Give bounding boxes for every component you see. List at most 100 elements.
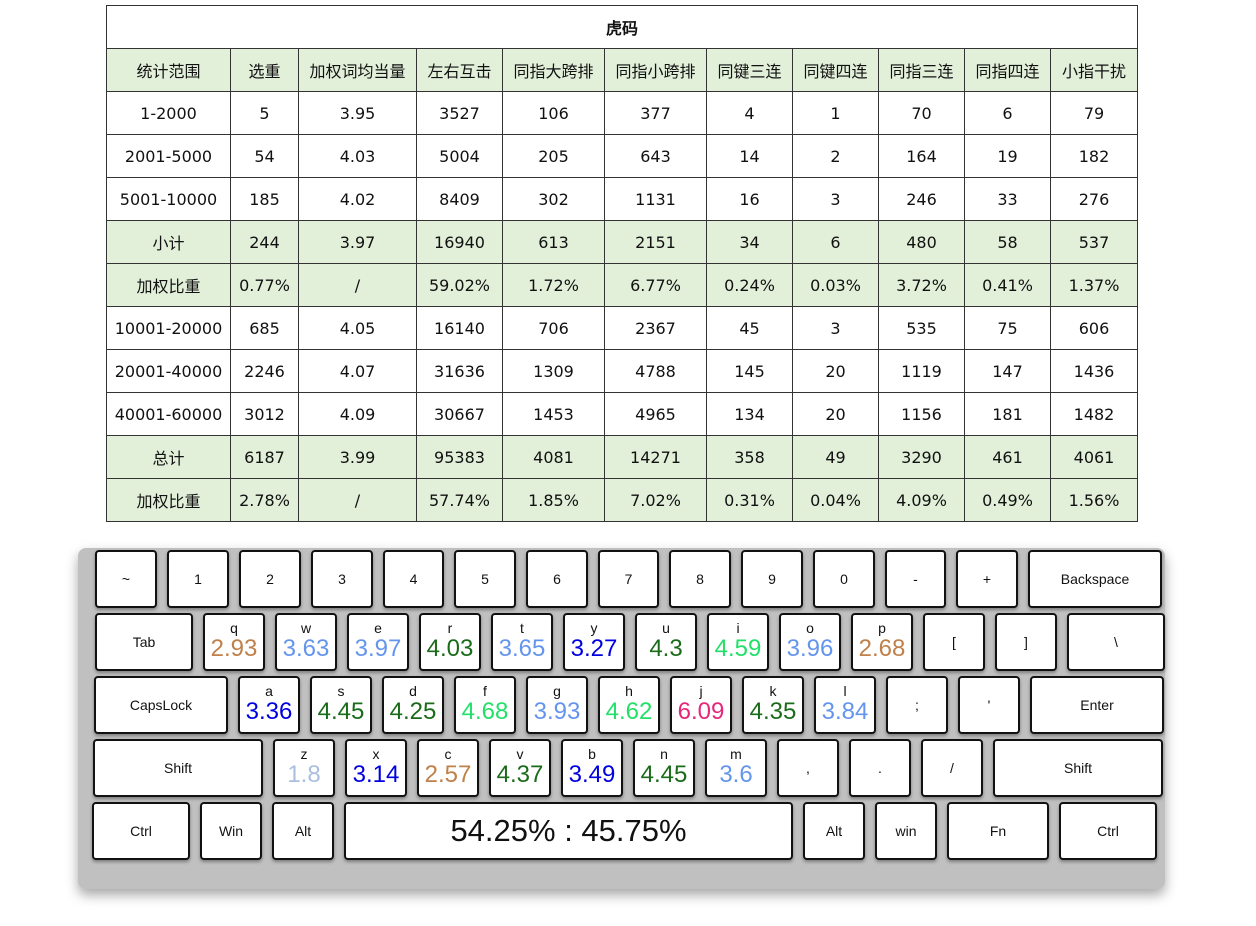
key-ctrl[interactable]: Ctrl <box>92 802 190 860</box>
key-label: 1 <box>194 571 202 587</box>
key-letter: e <box>374 620 382 636</box>
key-symbol[interactable]: - <box>885 550 946 608</box>
key-9[interactable]: 9 <box>741 550 803 608</box>
key-j[interactable]: j 6.09 <box>670 676 732 734</box>
key-n[interactable]: n 4.45 <box>633 739 695 797</box>
key-0[interactable]: 0 <box>813 550 875 608</box>
table-cell: 537 <box>1049 220 1139 264</box>
key-l[interactable]: l 3.84 <box>814 676 876 734</box>
key-letter: c <box>444 746 452 762</box>
key-symbol[interactable]: ] <box>995 613 1057 671</box>
key-value: 3.6 <box>719 761 753 788</box>
table-row-label: 40001-60000 <box>106 392 231 436</box>
table-cell: 4 <box>706 91 793 135</box>
key-y[interactable]: y 3.27 <box>563 613 625 671</box>
key-1[interactable]: 1 <box>167 550 229 608</box>
key-symbol[interactable]: [ <box>923 613 985 671</box>
key-b[interactable]: b 3.49 <box>561 739 623 797</box>
key-a[interactable]: a 3.36 <box>238 676 300 734</box>
key-backspace[interactable]: Backspace <box>1028 550 1162 608</box>
table-cell: 1.85% <box>502 478 605 522</box>
key-i[interactable]: i 4.59 <box>707 613 769 671</box>
key-2[interactable]: 2 <box>239 550 301 608</box>
key-value: 4.25 <box>389 698 437 725</box>
table-cell: 3 <box>792 306 879 350</box>
key-m[interactable]: m 3.6 <box>705 739 767 797</box>
keyboard-row-bottom: Shift z 1.8 x 3.14 c 2.57 v 4.37 b 3.49 n 4.45 m 3.6,.… <box>93 739 1163 797</box>
key-8[interactable]: 8 <box>669 550 731 608</box>
key-enter[interactable]: Enter <box>1030 676 1164 734</box>
key-value: 3.27 <box>570 635 618 662</box>
table-cell: 20 <box>792 349 879 393</box>
table-cell: 535 <box>878 306 965 350</box>
key-c[interactable]: c 2.57 <box>417 739 479 797</box>
table-cell: 3290 <box>878 435 965 479</box>
key-symbol[interactable]: , <box>777 739 839 797</box>
key-tab[interactable]: Tab <box>95 613 193 671</box>
key-shift[interactable]: Shift <box>993 739 1163 797</box>
key-letter: q <box>230 620 238 636</box>
key-6[interactable]: 6 <box>526 550 588 608</box>
key-symbol[interactable]: \ <box>1067 613 1165 671</box>
key-symbol[interactable]: . <box>849 739 911 797</box>
key-s[interactable]: s 4.45 <box>310 676 372 734</box>
key-x[interactable]: x 3.14 <box>345 739 407 797</box>
key-label: 7 <box>624 571 633 587</box>
table-cell: 19 <box>964 134 1051 178</box>
table-row: 加权比重 2.78%/57.74% 1.85% 7.02% 0.31% 0.04% 4.09… <box>106 478 1139 522</box>
key-letter: a <box>265 683 273 699</box>
key-label: 4 <box>409 571 418 587</box>
key-4[interactable]: 4 <box>383 550 444 608</box>
table-row: 小计 244 3.97 16940 613 2151 34 6 480 58 537 <box>106 220 1139 264</box>
key-g[interactable]: g 3.93 <box>526 676 588 734</box>
key-ctrl[interactable]: Ctrl <box>1059 802 1157 860</box>
key-space[interactable]: 54.25% : 45.75% <box>344 802 793 860</box>
key-letter: i <box>736 620 740 636</box>
table-header-cell: 统计范围 <box>106 48 231 92</box>
key-t[interactable]: t 3.65 <box>491 613 553 671</box>
key-v[interactable]: v 4.37 <box>489 739 551 797</box>
key-capslock[interactable]: CapsLock <box>94 676 228 734</box>
key-win[interactable]: win <box>875 802 937 860</box>
key-symbol[interactable]: ; <box>886 676 948 734</box>
key-win[interactable]: Win <box>200 802 262 860</box>
key-symbol[interactable]: / <box>921 739 983 797</box>
table-cell: 0.04% <box>792 478 879 522</box>
key-symbol[interactable]: + <box>956 550 1018 608</box>
key-h[interactable]: h 4.62 <box>598 676 660 734</box>
table-cell: 302 <box>502 177 605 221</box>
key-d[interactable]: d 4.25 <box>382 676 444 734</box>
key-7[interactable]: 7 <box>598 550 659 608</box>
table-cell: 16140 <box>416 306 503 350</box>
key-value: 4.59 <box>714 635 762 662</box>
table-cell: 4061 <box>1049 435 1139 479</box>
table-row-label: 小计 <box>106 220 231 264</box>
hand-balance-ratio: 54.25% : 45.75% <box>450 813 687 848</box>
table-cell: 1156 <box>878 392 965 436</box>
key-shift[interactable]: Shift <box>93 739 263 797</box>
key-3[interactable]: 3 <box>311 550 373 608</box>
key-w[interactable]: w 3.63 <box>275 613 337 671</box>
key-5[interactable]: 5 <box>454 550 516 608</box>
table-cell: 246 <box>878 177 965 221</box>
key-value: 4.35 <box>749 698 797 725</box>
table-cell: 3.72% <box>878 263 965 307</box>
table-cell: 0.03% <box>792 263 879 307</box>
key-f[interactable]: f 4.68 <box>454 676 516 734</box>
key-symbol[interactable]: ' <box>958 676 1020 734</box>
key-alt[interactable]: Alt <box>272 802 334 860</box>
table-row: 总计 6187 3.99 95383 4081 14271 358 49 3290 461 4061 <box>106 435 1139 479</box>
key-alt[interactable]: Alt <box>803 802 865 860</box>
key-o[interactable]: o 3.96 <box>779 613 841 671</box>
table-cell: 3012 <box>230 392 299 436</box>
key-fn[interactable]: Fn <box>947 802 1049 860</box>
key-k[interactable]: k 4.35 <box>742 676 804 734</box>
key-r[interactable]: r 4.03 <box>419 613 481 671</box>
key-p[interactable]: p 2.68 <box>851 613 913 671</box>
key-z[interactable]: z 1.8 <box>273 739 335 797</box>
key-symbol[interactable]: ~ <box>95 550 157 608</box>
key-letter: u <box>662 620 670 636</box>
key-e[interactable]: e 3.97 <box>347 613 409 671</box>
key-q[interactable]: q 2.93 <box>203 613 265 671</box>
key-u[interactable]: u 4.3 <box>635 613 697 671</box>
